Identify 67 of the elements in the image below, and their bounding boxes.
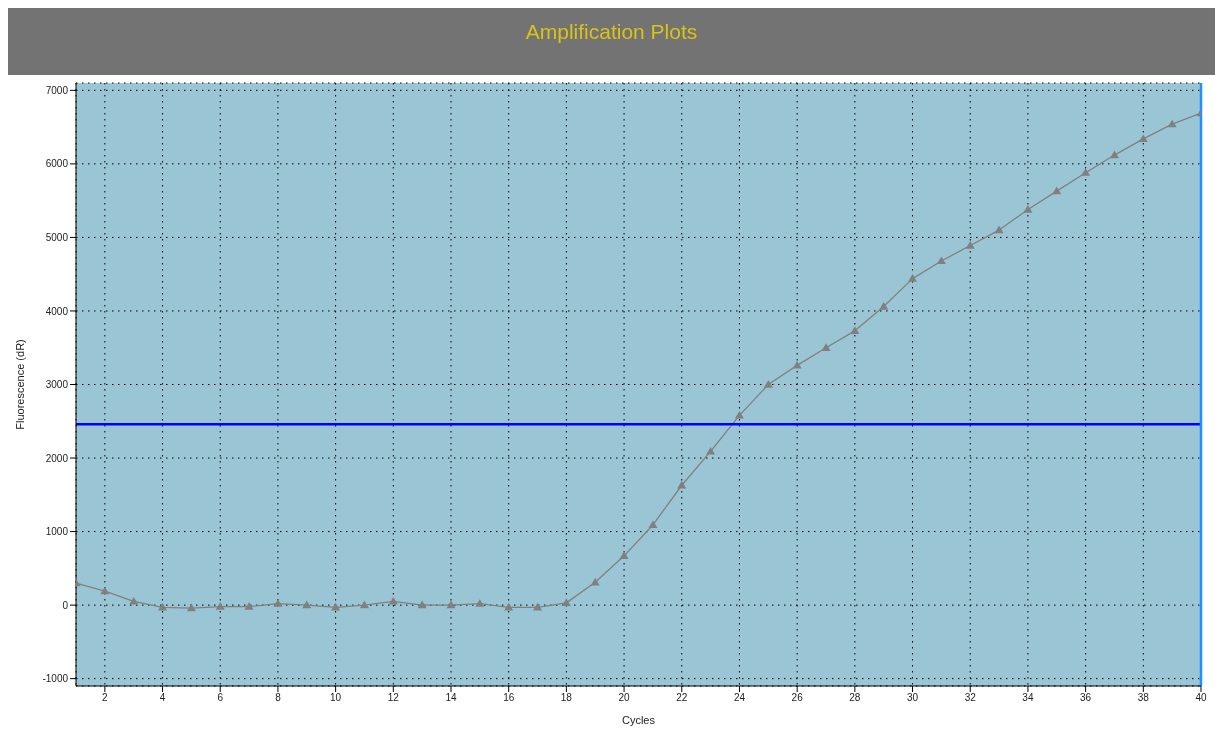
x-tick-label: 18 bbox=[560, 692, 573, 704]
x-tick-label: 20 bbox=[618, 692, 631, 704]
point bbox=[1167, 119, 1177, 128]
x-tick-label: 10 bbox=[330, 692, 342, 704]
x-tick-label: 4 bbox=[159, 692, 166, 704]
y-tick-label: -1000 bbox=[42, 673, 69, 685]
point bbox=[1081, 168, 1091, 176]
point bbox=[1109, 150, 1119, 159]
y-tick-label: 0 bbox=[62, 599, 69, 611]
point bbox=[244, 602, 254, 610]
x-tick-label: 36 bbox=[1080, 692, 1092, 704]
point bbox=[590, 577, 600, 586]
point bbox=[792, 360, 802, 369]
point bbox=[186, 603, 196, 612]
point bbox=[619, 551, 629, 559]
point bbox=[331, 602, 341, 611]
point bbox=[475, 599, 485, 607]
point bbox=[446, 600, 456, 609]
point bbox=[215, 602, 225, 610]
x-tick-label: 16 bbox=[503, 692, 515, 704]
point bbox=[1138, 134, 1148, 143]
point bbox=[821, 343, 831, 351]
point bbox=[734, 410, 744, 419]
x-tick-label: 12 bbox=[387, 692, 400, 704]
x-tick-label: 2 bbox=[102, 692, 109, 704]
point bbox=[273, 599, 283, 607]
point bbox=[129, 596, 139, 605]
point bbox=[1023, 204, 1033, 213]
y-axis-title: Fluorescence (dR) bbox=[13, 339, 26, 430]
y-tick-label: 3000 bbox=[45, 379, 69, 391]
x-tick-label: 28 bbox=[849, 692, 861, 704]
x-tick-label: 32 bbox=[964, 692, 977, 704]
x-tick-label: 14 bbox=[445, 692, 457, 704]
y-tick-label: 6000 bbox=[45, 158, 69, 170]
y-tick-label: 5000 bbox=[45, 231, 69, 243]
point bbox=[1052, 186, 1062, 195]
point bbox=[994, 225, 1004, 234]
point bbox=[706, 446, 716, 455]
point bbox=[388, 596, 398, 605]
x-tick-label: 40 bbox=[1195, 692, 1207, 704]
x-axis-title: Cycles bbox=[621, 714, 656, 726]
chart-title: Amplification Plots bbox=[525, 20, 698, 44]
point bbox=[359, 600, 369, 609]
x-tick-label: 38 bbox=[1137, 692, 1150, 704]
x-tick-label: 8 bbox=[275, 692, 282, 704]
x-tick-label: 34 bbox=[1022, 692, 1034, 704]
point bbox=[936, 256, 946, 265]
y-tick-label: 1000 bbox=[45, 526, 69, 538]
point bbox=[879, 302, 889, 310]
point bbox=[648, 520, 658, 529]
point bbox=[908, 274, 918, 282]
x-tick-label: 24 bbox=[733, 692, 746, 704]
point bbox=[763, 380, 773, 388]
x-tick-label: 30 bbox=[906, 692, 919, 704]
x-tick-label: 26 bbox=[791, 692, 804, 704]
point bbox=[561, 598, 571, 607]
y-tick-label: 4000 bbox=[45, 305, 69, 317]
x-tick-label: 6 bbox=[217, 692, 224, 704]
point bbox=[965, 241, 975, 249]
point bbox=[302, 600, 312, 609]
point bbox=[850, 326, 860, 334]
x-tick-label: 22 bbox=[676, 692, 688, 704]
point bbox=[677, 480, 687, 489]
y-tick-label: 2000 bbox=[45, 452, 69, 464]
point bbox=[100, 586, 110, 595]
y-tick-label: 7000 bbox=[45, 84, 69, 96]
point bbox=[417, 600, 427, 609]
